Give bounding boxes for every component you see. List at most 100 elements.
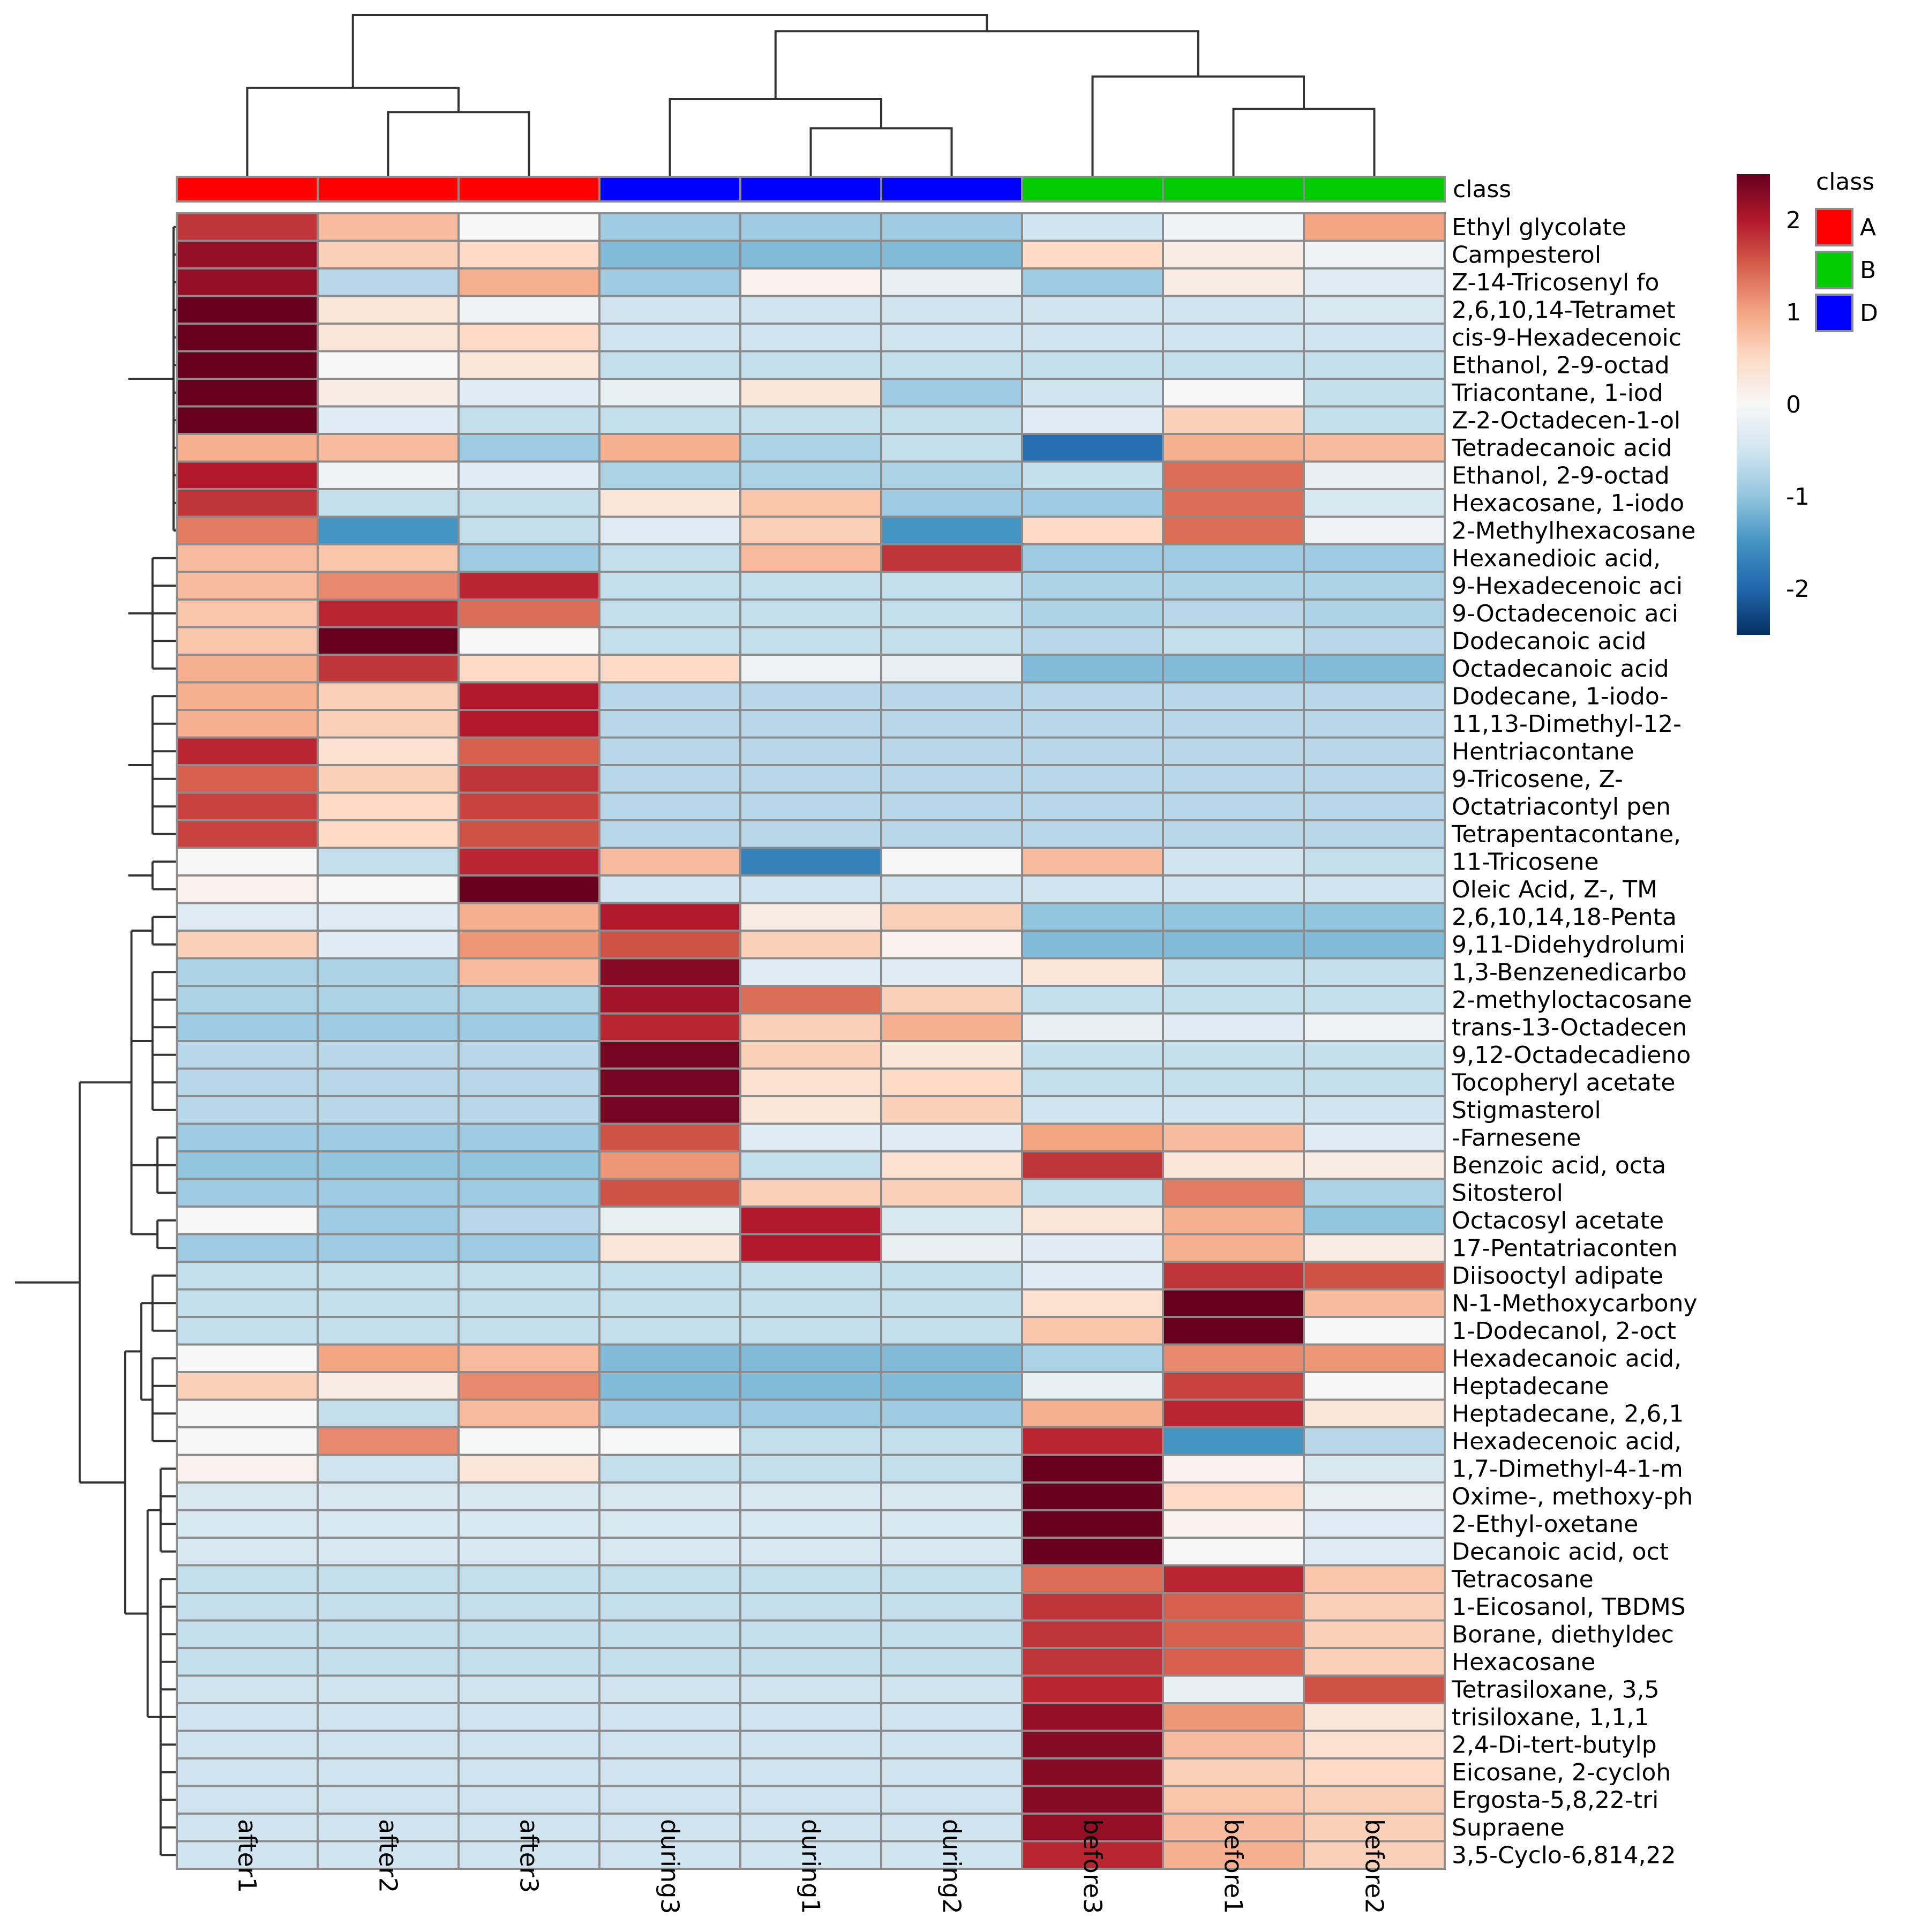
heatmap-cell xyxy=(739,1481,882,1511)
heatmap-cell xyxy=(1021,1564,1164,1594)
heatmap-cell xyxy=(1162,709,1305,739)
heatmap-cell xyxy=(1021,295,1164,325)
heatmap-cell xyxy=(880,267,1023,297)
heatmap-cell xyxy=(739,1592,882,1622)
heatmap-cell xyxy=(598,847,741,877)
heatmap-cell xyxy=(1162,874,1305,904)
heatmap-cell xyxy=(598,1150,741,1180)
row-label: 9-Octadecenoic aci xyxy=(1452,600,1678,627)
heatmap-cell xyxy=(1021,1592,1164,1622)
heatmap-cell xyxy=(1303,543,1446,573)
heatmap-cell xyxy=(880,1426,1023,1456)
heatmap-cell xyxy=(457,1426,601,1456)
heatmap-cell xyxy=(176,1702,319,1732)
heatmap-cell xyxy=(457,957,601,987)
heatmap-cell xyxy=(1021,378,1164,408)
heatmap-cell xyxy=(598,460,741,490)
heatmap-cell xyxy=(880,1012,1023,1042)
heatmap-cell xyxy=(1303,654,1446,684)
dendrogram-branch xyxy=(809,127,953,177)
heatmap-cell xyxy=(739,1509,882,1539)
heatmap-cell xyxy=(1162,433,1305,463)
heatmap-cell xyxy=(880,212,1023,242)
heatmap-cell xyxy=(176,1785,319,1815)
heatmap-cell xyxy=(1162,957,1305,987)
heatmap-cell xyxy=(1162,515,1305,545)
heatmap-cell xyxy=(317,957,460,987)
heatmap-cell xyxy=(880,1067,1023,1097)
heatmap-cell xyxy=(317,1619,460,1649)
heatmap-cell xyxy=(176,1150,319,1180)
row-label: 9,12-Octadecadieno xyxy=(1452,1042,1691,1069)
heatmap-cell xyxy=(1021,1178,1164,1208)
heatmap-cell xyxy=(598,902,741,932)
heatmap-cell xyxy=(739,654,882,684)
dendrogram-branch xyxy=(1232,108,1376,177)
heatmap-cell xyxy=(739,1205,882,1235)
heatmap-cell xyxy=(1303,1398,1446,1428)
heatmap-cell xyxy=(1021,1509,1164,1539)
row-label: Dodecanoic acid xyxy=(1452,627,1646,655)
row-label: Tetrapentacontane, xyxy=(1451,821,1681,848)
heatmap-cell xyxy=(880,1288,1023,1318)
row-label: Z-14-Tricosenyl fo xyxy=(1452,269,1659,296)
heatmap-cell xyxy=(1303,1316,1446,1346)
heatmap-cell xyxy=(598,1564,741,1594)
heatmap-cell xyxy=(598,239,741,269)
heatmap-cell xyxy=(176,323,319,353)
heatmap-cell xyxy=(1162,1729,1305,1759)
heatmap-cell xyxy=(1021,874,1164,904)
heatmap-cell xyxy=(317,350,460,380)
heatmap-cell xyxy=(880,295,1023,325)
heatmap-cell xyxy=(1303,1067,1446,1097)
heatmap-cell xyxy=(317,1674,460,1704)
color-scale-tick-label: -1 xyxy=(1786,483,1810,511)
row-label: Tetradecanoic acid xyxy=(1451,435,1672,462)
row-label: 9,11-Didehydrolumi xyxy=(1452,931,1685,958)
heatmap-cell xyxy=(739,902,882,932)
heatmap-cell xyxy=(1303,1095,1446,1125)
class-annotation-bar: class xyxy=(176,176,1511,203)
heatmap-cell xyxy=(598,543,741,573)
heatmap-cell xyxy=(739,1371,882,1401)
heatmap-cell xyxy=(457,930,601,960)
heatmap-cell xyxy=(1303,626,1446,656)
heatmap-cell xyxy=(457,874,601,904)
heatmap-cell xyxy=(317,1150,460,1180)
heatmap-cell xyxy=(739,1813,882,1843)
heatmap-cell xyxy=(1162,1316,1305,1346)
heatmap-cell xyxy=(457,1233,601,1263)
heatmap-cell xyxy=(1021,1426,1164,1456)
heatmap-cell xyxy=(739,1454,882,1484)
heatmap-cell xyxy=(598,819,741,849)
heatmap-cell xyxy=(176,957,319,987)
heatmap-cell xyxy=(880,1481,1023,1511)
heatmap-cell xyxy=(1162,1537,1305,1567)
heatmap-cell xyxy=(1021,1481,1164,1511)
heatmap-cells xyxy=(176,212,1446,1870)
heatmap-cell xyxy=(739,874,882,904)
heatmap-cell xyxy=(317,1233,460,1263)
heatmap-cell xyxy=(457,1454,601,1484)
heatmap-cell xyxy=(598,1067,741,1097)
heatmap-cell xyxy=(176,1454,319,1484)
heatmap-cell xyxy=(598,378,741,408)
row-dendrogram xyxy=(15,227,177,1856)
heatmap-cell xyxy=(317,1564,460,1594)
heatmap-cell xyxy=(1303,1343,1446,1373)
heatmap-cell xyxy=(598,1261,741,1291)
heatmap-cell xyxy=(317,378,460,408)
row-label: Triacontane, 1-iod xyxy=(1451,379,1663,407)
heatmap-cell xyxy=(1021,1095,1164,1125)
heatmap-cell xyxy=(457,323,601,353)
heatmap-cell xyxy=(880,819,1023,849)
heatmap-cell xyxy=(457,1178,601,1208)
heatmap-cell xyxy=(598,1095,741,1125)
heatmap-cell xyxy=(1303,709,1446,739)
heatmap-cell xyxy=(457,1122,601,1152)
heatmap-cell xyxy=(880,1040,1023,1070)
heatmap-cell xyxy=(317,212,460,242)
heatmap-cell xyxy=(880,1371,1023,1401)
heatmap-cell xyxy=(176,405,319,435)
